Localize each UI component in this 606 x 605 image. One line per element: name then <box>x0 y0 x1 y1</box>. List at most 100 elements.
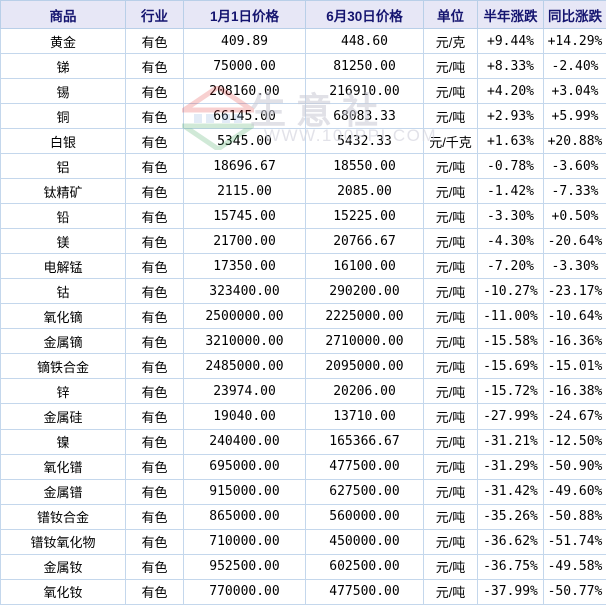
product-cell[interactable]: 锡 <box>0 78 126 105</box>
table-row: 氧化镝 有色 2500000.00 2225000.00 元/吨 -11.00% -10.6… <box>0 303 606 330</box>
unit-cell: 元/吨 <box>423 78 478 105</box>
table-row: 铜有色 66145.00 68083.33 元/吨 +2.93% +5.99% <box>0 103 606 130</box>
half-year-change-cell: -27.99% <box>477 403 544 430</box>
product-cell[interactable]: 铝 <box>0 153 126 180</box>
col-header-product: 商品 <box>0 0 126 29</box>
industry-cell: 有色 <box>125 228 184 255</box>
price-jan1-cell: 240400.00 <box>183 428 306 455</box>
half-year-change-cell: -3.30% <box>477 203 544 230</box>
product-cell[interactable]: 镁 <box>0 228 126 255</box>
unit-cell: 元/吨 <box>423 153 478 180</box>
yoy-change-cell: -7.33% <box>543 178 606 205</box>
price-jan1-cell: 18696.67 <box>183 153 306 180</box>
price-jun30-cell: 477500.00 <box>305 578 424 605</box>
price-jan1-cell: 17350.00 <box>183 253 306 280</box>
half-year-change-cell: -31.21% <box>477 428 544 455</box>
product-cell[interactable]: 铜 <box>0 103 126 130</box>
unit-cell: 元/吨 <box>423 278 478 305</box>
product-cell[interactable]: 铅 <box>0 203 126 230</box>
price-jan1-cell: 323400.00 <box>183 278 306 305</box>
unit-cell: 元/吨 <box>423 353 478 380</box>
unit-cell: 元/吨 <box>423 428 478 455</box>
table-row: 锑有色 75000.00 81250.00 元/吨 +8.33% -2.40% <box>0 53 606 80</box>
product-cell[interactable]: 镨钕氧化物 <box>0 528 126 555</box>
table-body: 黄金 有色 409.89 448.60 元/克 +9.44% +14.29% 锑有色 75000… <box>0 27 606 605</box>
yoy-change-cell: -2.40% <box>543 53 606 80</box>
table-row: 金属钕 有色 952500.00 602500.00 元/吨 -36.75% -49.58% <box>0 553 606 580</box>
price-jan1-cell: 3210000.00 <box>183 328 306 355</box>
industry-cell: 有色 <box>125 578 184 605</box>
price-jun30-cell: 2095000.00 <box>305 353 424 380</box>
half-year-change-cell: -4.30% <box>477 228 544 255</box>
industry-cell: 有色 <box>125 153 184 180</box>
yoy-change-cell: -49.60% <box>543 478 606 505</box>
table-row: 铅有色 15745.00 15225.00 元/吨 -3.30% +0.50% <box>0 203 606 230</box>
product-cell[interactable]: 氧化镨 <box>0 453 126 480</box>
half-year-change-cell: +2.93% <box>477 103 544 130</box>
half-year-change-cell: -15.72% <box>477 378 544 405</box>
table-row: 铝有色 18696.67 18550.00 元/吨 -0.78% -3.60% <box>0 153 606 180</box>
product-cell[interactable]: 金属硅 <box>0 403 126 430</box>
industry-cell: 有色 <box>125 27 184 55</box>
half-year-change-cell: -11.00% <box>477 303 544 330</box>
industry-cell: 有色 <box>125 528 184 555</box>
product-cell[interactable]: 镍 <box>0 428 126 455</box>
product-cell[interactable]: 金属钕 <box>0 553 126 580</box>
industry-cell: 有色 <box>125 403 184 430</box>
half-year-change-cell: -0.78% <box>477 153 544 180</box>
unit-cell: 元/吨 <box>423 478 478 505</box>
unit-cell: 元/吨 <box>423 228 478 255</box>
price-jun30-cell: 5432.33 <box>305 128 424 155</box>
product-cell[interactable]: 镨钕合金 <box>0 503 126 530</box>
price-jun30-cell: 18550.00 <box>305 153 424 180</box>
product-cell[interactable]: 锌 <box>0 378 126 405</box>
unit-cell: 元/吨 <box>423 503 478 530</box>
price-jan1-cell: 710000.00 <box>183 528 306 555</box>
yoy-change-cell: -12.50% <box>543 428 606 455</box>
product-cell[interactable]: 金属镝 <box>0 328 126 355</box>
product-cell[interactable]: 镝铁合金 <box>0 353 126 380</box>
product-cell[interactable]: 金属镨 <box>0 478 126 505</box>
yoy-change-cell: -3.30% <box>543 253 606 280</box>
yoy-change-cell: +20.88% <box>543 128 606 155</box>
table-row: 金属硅 有色 19040.00 13710.00 元/吨 -27.99% -24.67% <box>0 403 606 430</box>
price-jun30-cell: 20206.00 <box>305 378 424 405</box>
product-cell[interactable]: 电解锰 <box>0 253 126 280</box>
table-row: 氧化镨 有色 695000.00 477500.00 元/吨 -31.29% -50.90% <box>0 453 606 480</box>
price-jan1-cell: 2115.00 <box>183 178 306 205</box>
product-cell[interactable]: 氧化钕 <box>0 578 126 605</box>
product-cell[interactable]: 氧化镝 <box>0 303 126 330</box>
yoy-change-cell: -23.17% <box>543 278 606 305</box>
product-cell[interactable]: 黄金 <box>0 27 126 55</box>
industry-cell: 有色 <box>125 203 184 230</box>
half-year-change-cell: +8.33% <box>477 53 544 80</box>
product-cell[interactable]: 白银 <box>0 128 126 155</box>
half-year-change-cell: -10.27% <box>477 278 544 305</box>
half-year-change-cell: -7.20% <box>477 253 544 280</box>
yoy-change-cell: -16.36% <box>543 328 606 355</box>
col-header-industry: 行业 <box>125 0 184 29</box>
yoy-change-cell: -10.64% <box>543 303 606 330</box>
price-jun30-cell: 560000.00 <box>305 503 424 530</box>
industry-cell: 有色 <box>125 253 184 280</box>
col-header-price-jan1: 1月1日价格 <box>183 0 306 29</box>
price-jan1-cell: 770000.00 <box>183 578 306 605</box>
unit-cell: 元/吨 <box>423 403 478 430</box>
unit-cell: 元/吨 <box>423 378 478 405</box>
table-row: 镨钕合金 有色 865000.00 560000.00 元/吨 -35.26% -50.88… <box>0 503 606 530</box>
price-jun30-cell: 2085.00 <box>305 178 424 205</box>
yoy-change-cell: +0.50% <box>543 203 606 230</box>
price-jan1-cell: 23974.00 <box>183 378 306 405</box>
yoy-change-cell: +3.04% <box>543 78 606 105</box>
yoy-change-cell: -50.77% <box>543 578 606 605</box>
price-jun30-cell: 81250.00 <box>305 53 424 80</box>
table-row: 镨钕氧化物 有色 710000.00 450000.00 元/吨 -36.62% -51.7… <box>0 528 606 555</box>
product-cell[interactable]: 钴 <box>0 278 126 305</box>
industry-cell: 有色 <box>125 53 184 80</box>
unit-cell: 元/吨 <box>423 553 478 580</box>
half-year-change-cell: -37.99% <box>477 578 544 605</box>
product-cell[interactable]: 钛精矿 <box>0 178 126 205</box>
half-year-change-cell: +1.63% <box>477 128 544 155</box>
price-jan1-cell: 865000.00 <box>183 503 306 530</box>
product-cell[interactable]: 锑 <box>0 53 126 80</box>
